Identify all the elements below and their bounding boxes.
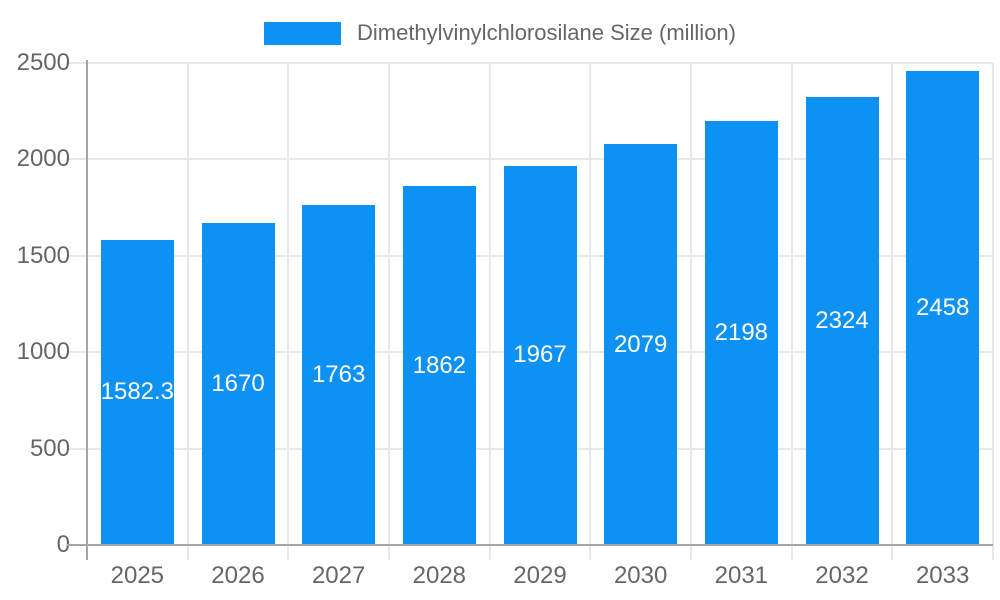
x-gridline — [690, 63, 692, 560]
x-axis-line — [67, 544, 993, 546]
y-axis-tick-label: 2500 — [16, 49, 70, 76]
y-axis-tick-label: 2000 — [16, 145, 70, 173]
x-gridline — [589, 63, 592, 560]
y-axis-tick-label: 1500 — [16, 241, 70, 269]
bar — [302, 205, 376, 545]
x-axis-tick-label: 2027 — [311, 562, 366, 589]
bar — [906, 71, 980, 545]
x-axis-tick-label: 2030 — [613, 562, 668, 589]
bar-value-label: 1862 — [412, 351, 467, 379]
x-gridline — [992, 63, 994, 560]
x-axis-tick-label: 2033 — [915, 562, 970, 589]
bar-value-label: 2198 — [714, 319, 769, 347]
x-gridline — [186, 63, 189, 560]
x-axis-tick-label: 2026 — [211, 562, 265, 589]
y-axis-line — [86, 60, 88, 560]
x-gridline — [790, 63, 793, 560]
y-axis-tick-label: 0 — [56, 531, 70, 558]
bar-value-label: 1670 — [211, 370, 265, 397]
x-axis-tick-label: 2031 — [714, 562, 769, 589]
legend-swatch-icon — [263, 21, 341, 45]
x-gridline — [388, 63, 390, 560]
x-gridline — [287, 63, 290, 560]
bar — [100, 239, 174, 545]
bar — [704, 121, 778, 545]
y-axis-tick-label: 1000 — [16, 338, 70, 366]
y-gridline — [67, 62, 993, 64]
bar — [503, 165, 577, 545]
x-axis-tick-label: 2028 — [412, 562, 467, 589]
bar-value-label: 1582.3 — [100, 378, 175, 406]
x-axis-tick-label: 2029 — [513, 562, 567, 589]
bar-value-label: 2458 — [915, 294, 970, 322]
y-gridline — [67, 158, 993, 161]
x-gridline — [488, 63, 491, 560]
bar — [402, 186, 476, 545]
y-axis-tick-label: 500 — [29, 434, 70, 462]
bar — [201, 223, 275, 545]
legend: Dimethylvinylchlorosilane Size (million) — [0, 14, 1000, 52]
bar-value-label: 1967 — [513, 341, 567, 369]
x-axis-tick-label: 2025 — [110, 562, 165, 589]
x-axis-tick-label: 2032 — [815, 562, 869, 589]
bar — [805, 96, 879, 545]
bar-value-label: 2324 — [815, 306, 869, 334]
bar-value-label: 2079 — [613, 330, 668, 358]
legend-label: Dimethylvinylchlorosilane Size (million) — [356, 20, 736, 45]
bar-value-label: 1763 — [311, 361, 366, 389]
bar — [604, 144, 678, 545]
x-gridline — [891, 63, 894, 560]
